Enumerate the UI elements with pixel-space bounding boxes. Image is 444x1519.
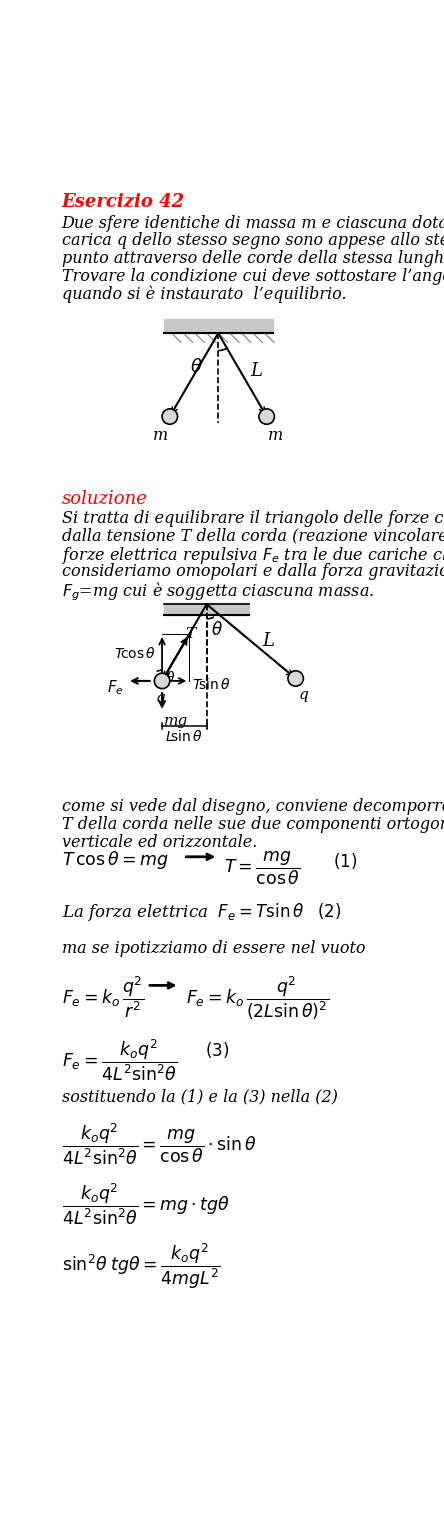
Circle shape xyxy=(288,671,303,687)
Text: L: L xyxy=(250,362,262,380)
Bar xyxy=(164,319,273,333)
Text: quando si è instaurato  l’equilibrio.: quando si è instaurato l’equilibrio. xyxy=(62,286,346,302)
Text: mg: mg xyxy=(164,714,189,728)
Text: Due sfere identiche di massa m e ciascuna dotata della: Due sfere identiche di massa m e ciascun… xyxy=(62,214,444,231)
Bar xyxy=(164,603,249,615)
Text: La forza elettrica  $F_e = T\sin\theta$: La forza elettrica $F_e = T\sin\theta$ xyxy=(62,901,304,924)
Text: $F_e = k_o\,\dfrac{q^2}{r^2}$: $F_e = k_o\,\dfrac{q^2}{r^2}$ xyxy=(62,975,144,1021)
Text: sostituendo la (1) e la (3) nella (2): sostituendo la (1) e la (3) nella (2) xyxy=(62,1089,337,1106)
Text: T della corda nelle sue due componenti ortogonali: T della corda nelle sue due componenti o… xyxy=(62,816,444,832)
Text: $F_e = \dfrac{k_o q^2}{4L^2\sin^2\!\theta}$: $F_e = \dfrac{k_o q^2}{4L^2\sin^2\!\thet… xyxy=(62,1037,177,1083)
Text: $(2)$: $(2)$ xyxy=(317,901,341,922)
Text: q: q xyxy=(156,691,165,705)
Text: soluzione: soluzione xyxy=(62,491,147,509)
Text: m: m xyxy=(268,427,283,444)
Text: $\dfrac{k_o q^2}{4L^2\sin^2\!\theta} = mg\cdot tg\theta$: $\dfrac{k_o q^2}{4L^2\sin^2\!\theta} = m… xyxy=(62,1180,230,1227)
Text: L: L xyxy=(262,632,274,650)
Text: $\theta$: $\theta$ xyxy=(210,621,222,639)
Text: $\dfrac{k_o q^2}{4L^2\sin^2\!\theta} = \dfrac{mg}{\cos\theta}\cdot\sin\theta$: $\dfrac{k_o q^2}{4L^2\sin^2\!\theta} = \… xyxy=(62,1121,257,1167)
Text: dalla tensione T della corda (reazione vincolare), dalla: dalla tensione T della corda (reazione v… xyxy=(62,527,444,544)
Text: carica q dello stesso segno sono appese allo stesso: carica q dello stesso segno sono appese … xyxy=(62,232,444,249)
Text: Esercizio 42: Esercizio 42 xyxy=(62,193,185,211)
Text: forze elettrica repulsiva $F_e$ tra le due cariche che: forze elettrica repulsiva $F_e$ tra le d… xyxy=(62,545,444,567)
Text: ma se ipotizziamo di essere nel vuoto: ma se ipotizziamo di essere nel vuoto xyxy=(62,940,365,957)
Text: q: q xyxy=(299,688,309,702)
Text: $F_e$: $F_e$ xyxy=(107,677,124,697)
Circle shape xyxy=(155,673,170,688)
Text: $T\,\cos\theta = mg$: $T\,\cos\theta = mg$ xyxy=(62,849,168,870)
Text: verticale ed orizzontale.: verticale ed orizzontale. xyxy=(62,834,257,851)
Text: $T\!\cos\theta$: $T\!\cos\theta$ xyxy=(114,647,156,661)
Text: $\theta$: $\theta$ xyxy=(190,358,203,375)
Text: $\theta$: $\theta$ xyxy=(165,670,175,685)
Text: $L\!\sin\theta$: $L\!\sin\theta$ xyxy=(166,729,203,744)
Text: $(3)$: $(3)$ xyxy=(205,1041,229,1060)
Text: Trovare la condizione cui deve sottostare l’angolo θ: Trovare la condizione cui deve sottostar… xyxy=(62,267,444,284)
Text: $T\!\sin\theta$: $T\!\sin\theta$ xyxy=(191,677,230,693)
Text: $F_e = k_o\,\dfrac{q^2}{(2L\sin\theta)^2}$: $F_e = k_o\,\dfrac{q^2}{(2L\sin\theta)^2… xyxy=(186,975,329,1022)
Circle shape xyxy=(259,409,274,424)
Text: $(1)$: $(1)$ xyxy=(333,851,357,870)
Text: $T = \dfrac{mg}{\cos\theta}$: $T = \dfrac{mg}{\cos\theta}$ xyxy=(225,849,301,887)
Text: T: T xyxy=(186,627,196,641)
Circle shape xyxy=(162,409,178,424)
Text: come si vede dal disegno, conviene decomporre il tiro: come si vede dal disegno, conviene decom… xyxy=(62,799,444,816)
Text: $F_g$=mg cui è soggetta ciascuna massa.: $F_g$=mg cui è soggetta ciascuna massa. xyxy=(62,580,374,603)
Text: m: m xyxy=(153,427,168,444)
Text: consideriamo omopolari e dalla forza gravitazionale: consideriamo omopolari e dalla forza gra… xyxy=(62,562,444,580)
Text: Si tratta di equilibrare il triangolo delle forze costituito: Si tratta di equilibrare il triangolo de… xyxy=(62,509,444,527)
Text: $\sin^2\!\theta\;tg\theta = \dfrac{k_o q^2}{4mgL^2}$: $\sin^2\!\theta\;tg\theta = \dfrac{k_o q… xyxy=(62,1241,220,1291)
Text: punto attraverso delle corde della stessa lunghezza L.: punto attraverso delle corde della stess… xyxy=(62,251,444,267)
